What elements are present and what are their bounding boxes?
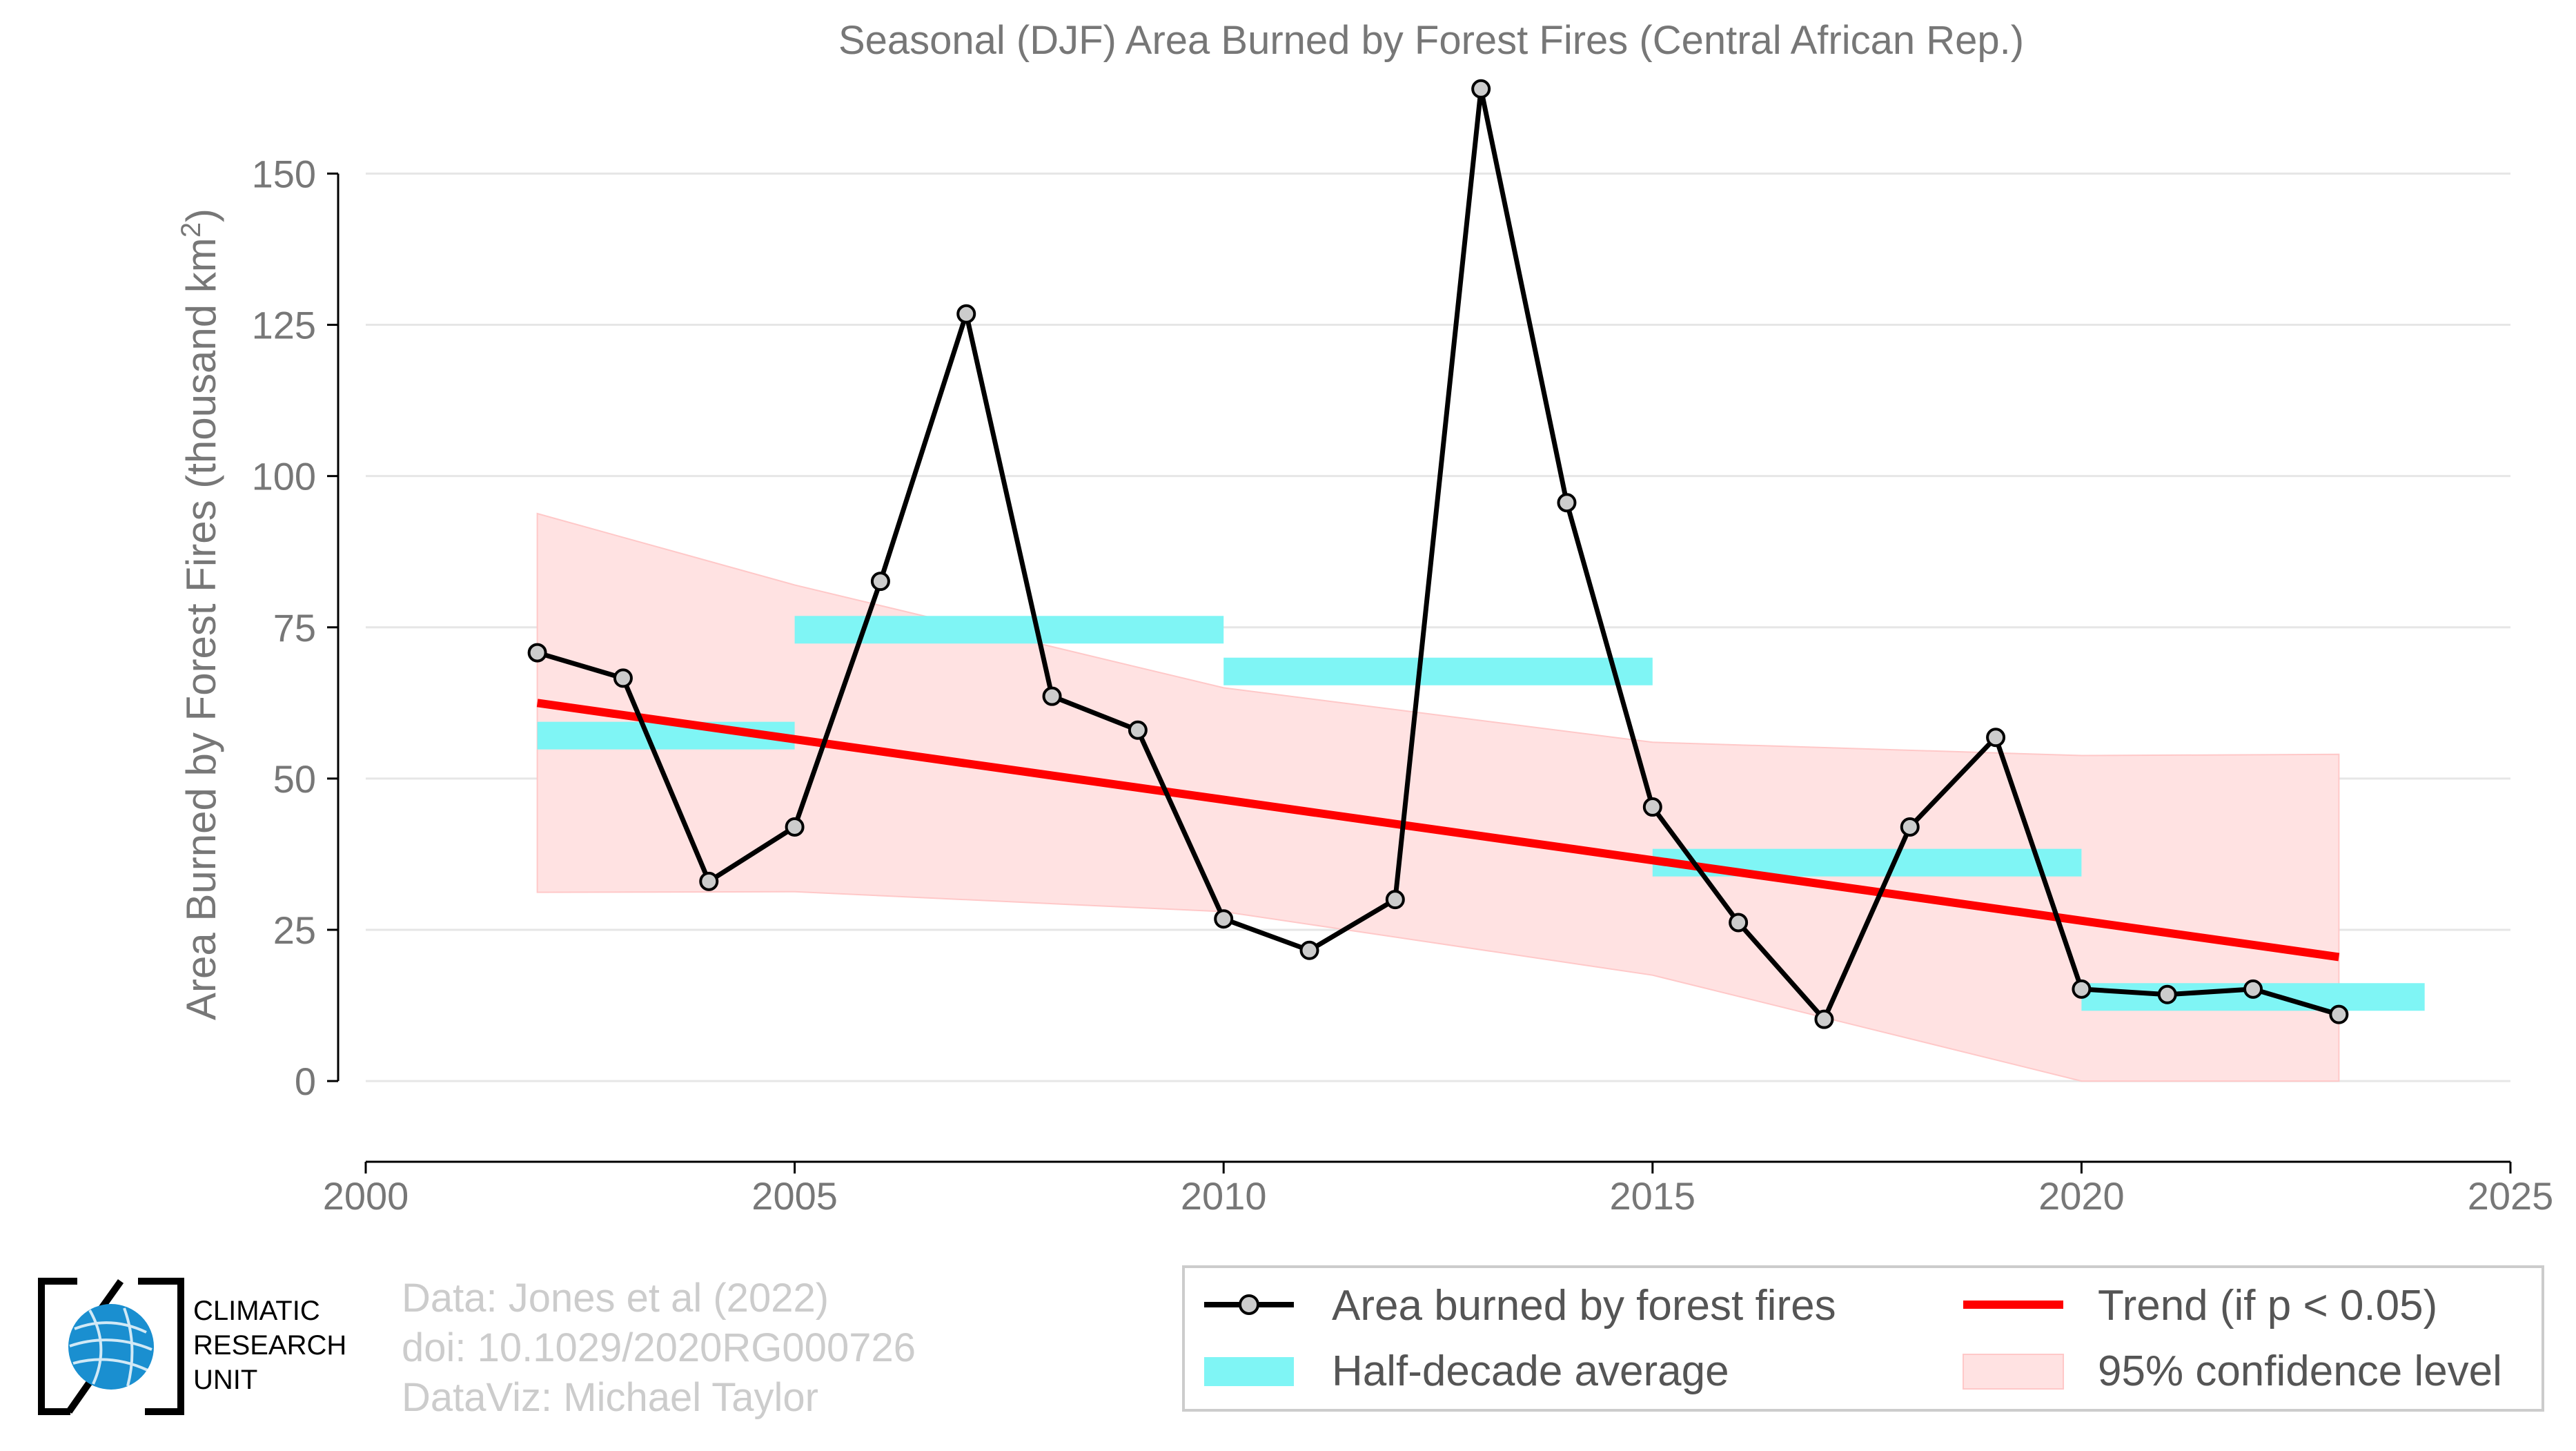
x-tick-label-2020: 2020 [2038,1174,2125,1218]
legend: Area burned by forest fires Half-decade … [1182,1265,2544,1412]
y-tick-labels: 0 25 50 75 100 125 150 [252,152,316,1103]
y-tick-label-100: 100 [252,455,316,498]
data-point-2005 [785,817,805,837]
x-tick-label-2005: 2005 [751,1174,838,1218]
credit-data: Data: Jones et al (2022) [402,1276,829,1321]
series-line [536,86,2340,1022]
data-point-2006 [870,572,890,592]
data-point-2012 [1385,890,1405,910]
legend-label-confidence: 95% confidence level [2098,1347,2502,1395]
y-tick-label-50: 50 [273,757,316,801]
x-tick-label-2010: 2010 [1181,1174,1267,1218]
y-axis-label: Area Burned by Forest Fires (thousand km… [176,208,224,1020]
y-tick-label-150: 150 [252,152,316,195]
chart-title: Seasonal (DJF) Area Burned by Forest Fir… [838,18,2024,63]
y-tick-label-0: 0 [295,1060,316,1103]
data-point-2022 [2243,979,2263,999]
data-point-2004 [699,871,719,891]
data-point-2015 [1642,797,1662,817]
confidence-band [536,512,2340,1082]
logo-line-1: CLIMATIC [193,1296,320,1326]
half-decade-bars [537,616,2425,1011]
data-point-2009 [1128,720,1148,740]
confidence-band-area [536,512,2340,1082]
trend-line [536,699,2340,962]
series-line-group [536,86,2340,1022]
legend-swatch-confidence [1963,1354,2064,1390]
x-tick-label-2025: 2025 [2468,1174,2554,1218]
x-tick-label-2015: 2015 [1610,1174,1696,1218]
data-point-2010 [1214,909,1234,929]
y-tick-label-125: 125 [252,304,316,347]
trend-line-group [536,699,2340,962]
data-point-2014 [1557,493,1577,513]
data-point-2002 [527,643,547,663]
y-tick-label-25: 25 [273,908,316,952]
data-point-2016 [1729,913,1749,933]
data-point-2013 [1471,79,1491,99]
data-point-2023 [2329,1004,2349,1024]
cru-logo: CLIMATIC RESEARCH UNIT [38,1278,346,1415]
logo-bracket-left [38,1278,77,1415]
legend-box [1182,1265,2544,1412]
data-point-2017 [1814,1009,1834,1029]
data-point-2011 [1299,940,1319,960]
half-decade-bar-2 [1223,657,1653,685]
logo-line-2: RESEARCH [193,1330,346,1361]
credit-doi: doi: 10.1029/2020RG000726 [402,1325,916,1370]
data-point-2021 [2157,984,2177,1004]
legend-label-series: Area burned by forest fires [1332,1282,1836,1330]
logo-line-3: UNIT [193,1365,257,1395]
x-tick-labels: 2000 2005 2010 2015 2020 2025 [323,1174,2554,1218]
y-tick-label-75: 75 [273,606,316,650]
axes [327,172,2512,1174]
data-point-2007 [956,304,976,324]
legend-label-half-decade: Half-decade average [1332,1347,1729,1395]
legend-swatch-marker [1239,1294,1259,1315]
x-tick-label-2000: 2000 [323,1174,409,1218]
data-point-2020 [2072,979,2092,999]
logo-bracket-right [138,1278,184,1415]
credit-dataviz: DataViz: Michael Taylor [402,1375,818,1420]
data-point-2008 [1042,686,1062,706]
data-point-2018 [1900,817,1920,837]
legend-label-trend: Trend (if p < 0.05) [2098,1282,2437,1330]
data-point-2019 [1986,728,2006,748]
series-points [527,79,2349,1029]
data-point-2003 [613,668,633,688]
globe-lines [69,1307,153,1387]
legend-swatch-half-decade [1204,1357,1294,1386]
